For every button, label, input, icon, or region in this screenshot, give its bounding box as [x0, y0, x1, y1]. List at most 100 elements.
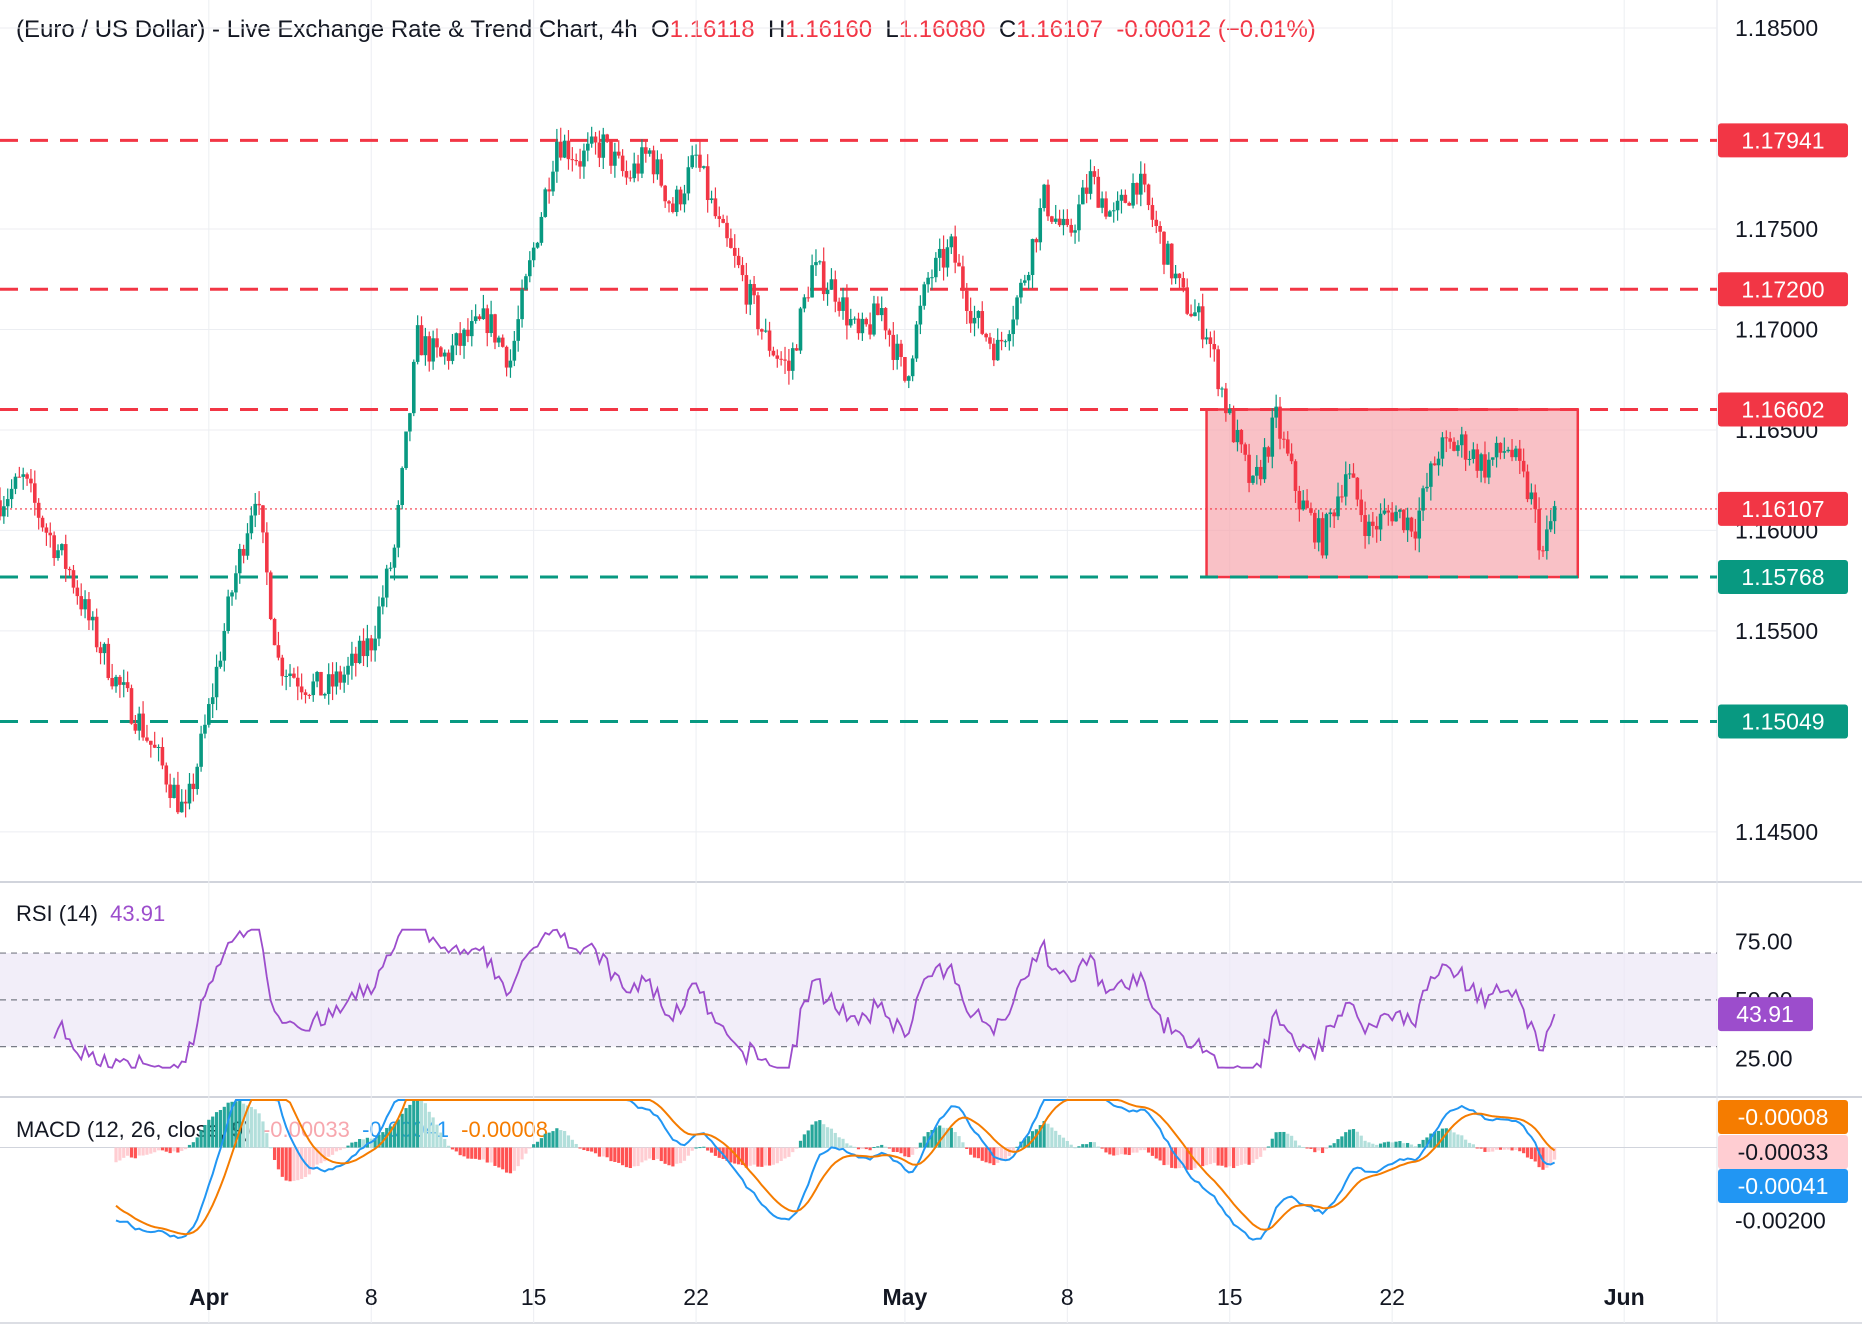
macd-hist-bar — [126, 1147, 130, 1156]
candle-body — [1278, 406, 1282, 439]
candle-body — [5, 499, 10, 507]
candle-body — [790, 348, 795, 371]
macd-hist-bar — [706, 1147, 710, 1151]
candle-body — [1436, 458, 1441, 466]
candle-body — [13, 476, 18, 489]
candle-body — [883, 308, 888, 331]
candle-body — [1243, 444, 1248, 455]
candle-body — [1386, 510, 1391, 513]
macd-hist-bar — [524, 1147, 528, 1154]
candle-body — [493, 314, 497, 343]
macd-hist-bar — [1235, 1147, 1240, 1167]
candle-body — [1200, 306, 1205, 340]
macd-hist-bar — [1081, 1144, 1085, 1148]
candle-body — [466, 329, 470, 337]
macd-hist-bar — [1034, 1129, 1038, 1148]
macd-hist-bar — [470, 1147, 474, 1159]
macd-hist-bar — [632, 1147, 636, 1167]
macd-hist-bar — [1491, 1147, 1495, 1152]
macd-hist-bar — [1386, 1141, 1390, 1148]
candle-body — [941, 248, 946, 268]
candle-body — [1111, 210, 1116, 212]
macd-hist-bar — [334, 1147, 339, 1152]
macd-hist-bar — [814, 1121, 818, 1148]
candle-body — [71, 570, 76, 588]
candle-body — [763, 330, 768, 332]
candle-body — [756, 295, 760, 330]
candle-body — [1313, 512, 1317, 543]
macd-hist-bar — [1108, 1147, 1112, 1155]
macd-hist-bar — [717, 1147, 721, 1158]
macd-hist-bar — [392, 1124, 397, 1148]
candle-body — [1309, 508, 1313, 513]
candle-body — [1316, 518, 1321, 543]
candle-body — [249, 515, 254, 534]
macd-hist-bar — [1065, 1140, 1069, 1148]
candle-body — [365, 638, 370, 657]
macd-hist-bar — [230, 1101, 234, 1148]
macd-value-tag-bg — [1718, 1100, 1848, 1134]
macd-hist-bar — [435, 1124, 439, 1148]
candle-body — [1483, 454, 1487, 478]
macd-hist-bar — [895, 1147, 899, 1153]
macd-hist-bar — [1150, 1147, 1155, 1156]
candle-body — [1224, 388, 1228, 414]
macd-hist-bar — [1351, 1129, 1356, 1148]
macd-hist-bar — [795, 1147, 799, 1149]
candle-body — [891, 334, 896, 360]
macd-hist-bar — [1046, 1123, 1050, 1148]
candle-body — [218, 660, 223, 667]
macd-hist-bar — [1332, 1143, 1336, 1148]
candle-body — [485, 308, 490, 334]
macd-hist-bar — [481, 1147, 485, 1160]
candle-body — [860, 318, 865, 334]
macd-hist-bar — [327, 1147, 331, 1157]
macd-hist-bar — [1262, 1147, 1267, 1151]
macd-hist-bar — [1421, 1139, 1425, 1148]
macd-hist-bar — [601, 1147, 605, 1157]
candle-body — [976, 311, 981, 318]
macd-hist-bar — [1115, 1147, 1120, 1156]
candle-body — [473, 316, 478, 322]
level-price-tag: 1.17941 — [1741, 127, 1824, 153]
candle-body — [500, 337, 505, 347]
candle-body — [678, 189, 683, 205]
macd-hist-bar — [1286, 1133, 1290, 1148]
macd-hist-bar — [300, 1147, 304, 1179]
time-axis-label: 8 — [1061, 1284, 1074, 1310]
macd-hist-bar — [431, 1117, 435, 1148]
macd-hist-bar — [493, 1147, 497, 1166]
rsi-name: RSI (14) — [16, 901, 98, 926]
macd-hist-bar — [756, 1147, 760, 1167]
candle-body — [555, 141, 559, 172]
candle-body — [895, 343, 899, 360]
candle-body — [1146, 184, 1151, 206]
candle-body — [729, 238, 733, 248]
macd-hist-bar — [953, 1132, 957, 1148]
candle-body — [1514, 448, 1518, 458]
macd-hist-bar — [261, 1121, 265, 1148]
candle-body — [1382, 510, 1387, 514]
macd-hist-bar — [1266, 1146, 1271, 1148]
macd-hist-bar — [980, 1147, 984, 1161]
macd-hist-bar — [516, 1147, 520, 1167]
macd-hist-bar — [207, 1119, 211, 1148]
macd-hist-bar — [582, 1147, 586, 1151]
level-price-tag: 1.17200 — [1741, 276, 1824, 302]
macd-hist-bar — [508, 1147, 513, 1174]
candle-body — [404, 431, 408, 469]
macd-hist-bar — [1135, 1147, 1139, 1153]
candle-body — [94, 616, 99, 648]
candle-body — [311, 681, 316, 696]
candle-body — [497, 337, 501, 343]
candle-body — [1417, 510, 1422, 539]
price-axis-label: 1.17000 — [1735, 316, 1818, 342]
candle-body — [1506, 449, 1510, 452]
candle-body — [419, 325, 424, 356]
candle-body — [1019, 282, 1023, 298]
candle-body — [172, 784, 176, 799]
macd-hist-bar — [1282, 1131, 1286, 1148]
time-axis-label: 15 — [1217, 1284, 1243, 1310]
macd-hist-bar — [1077, 1146, 1081, 1148]
